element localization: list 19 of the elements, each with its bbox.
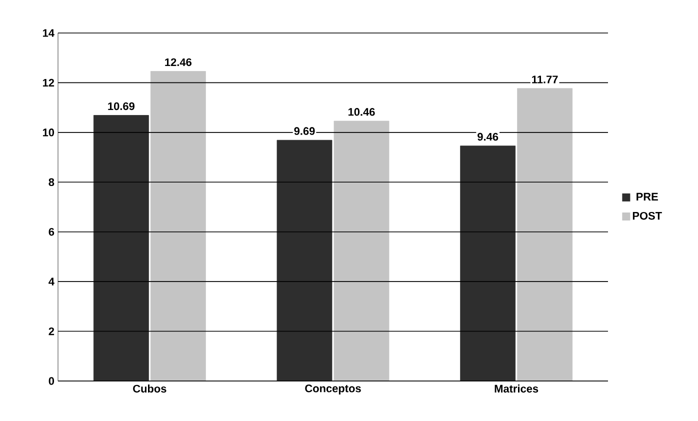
data-label: 10.46 bbox=[348, 108, 375, 116]
data-label: 12.46 bbox=[165, 58, 192, 66]
y-tick-label: 4 bbox=[48, 278, 54, 286]
data-label: 9.69 bbox=[294, 127, 315, 135]
legend-label: PRE bbox=[636, 192, 658, 200]
y-tick-label: 12 bbox=[42, 78, 54, 87]
y-tick-label: 2 bbox=[48, 327, 54, 336]
y-tick-label: 10 bbox=[42, 128, 54, 136]
legend-label: POST bbox=[632, 212, 662, 220]
data-label: 10.69 bbox=[108, 102, 134, 110]
y-tick-label: 0 bbox=[48, 377, 54, 385]
y-tick-label: 14 bbox=[42, 29, 54, 37]
y-tick-label: 8 bbox=[48, 178, 54, 186]
data-label: 11.77 bbox=[532, 76, 558, 84]
x-tick-label: Cubos bbox=[133, 384, 166, 393]
y-tick-label: 6 bbox=[48, 228, 54, 236]
data-label: 9.46 bbox=[478, 132, 498, 141]
x-tick-label: Conceptos bbox=[305, 384, 361, 394]
x-tick-label: Matrices bbox=[494, 384, 538, 393]
